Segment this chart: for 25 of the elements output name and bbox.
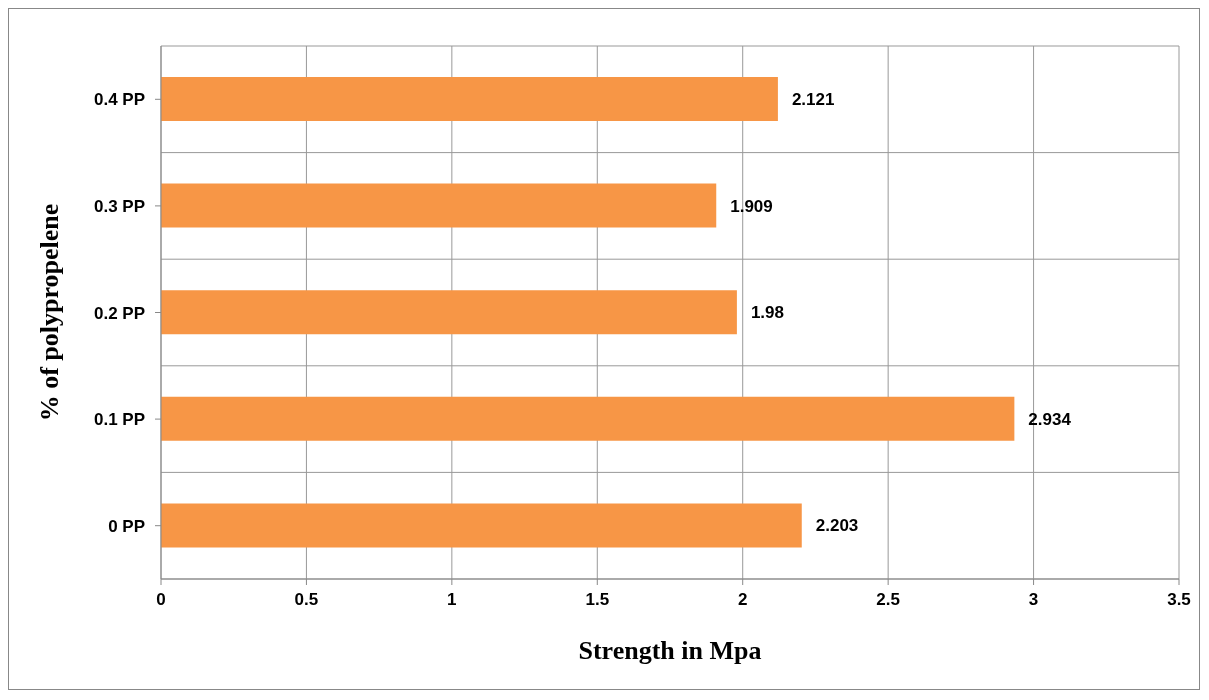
bar [161,183,717,228]
y-tick-label: 0.1 PP [93,410,145,430]
data-label: 2.203 [815,516,859,536]
x-tick-label: 0 [156,590,166,610]
y-tick-label: 0.3 PP [93,196,145,216]
x-tick-label: 2.5 [876,590,900,610]
data-label: 1.909 [730,196,773,216]
x-axis-title: Strength in Mpa [578,636,762,665]
x-tick-label: 1.5 [585,590,610,610]
bar [161,503,802,548]
bar [161,77,778,121]
data-label: 1.98 [750,303,784,323]
y-tick-label: 0.2 PP [93,303,145,323]
y-tick-label: 0 PP [108,516,145,536]
x-tick-label: 1 [447,590,457,610]
x-tick-label: 0.5 [294,590,319,610]
x-tick-label: 3 [1028,590,1039,610]
bar [161,290,737,335]
data-label: 2.121 [791,90,835,110]
bar [161,396,1015,441]
y-tick-label: 0.4 PP [93,90,145,110]
x-tick-label: 3.5 [1167,590,1191,610]
data-label: 2.934 [1028,409,1072,429]
x-tick-label: 2 [737,590,748,610]
y-axis-title: % of polypropelene [35,203,65,422]
